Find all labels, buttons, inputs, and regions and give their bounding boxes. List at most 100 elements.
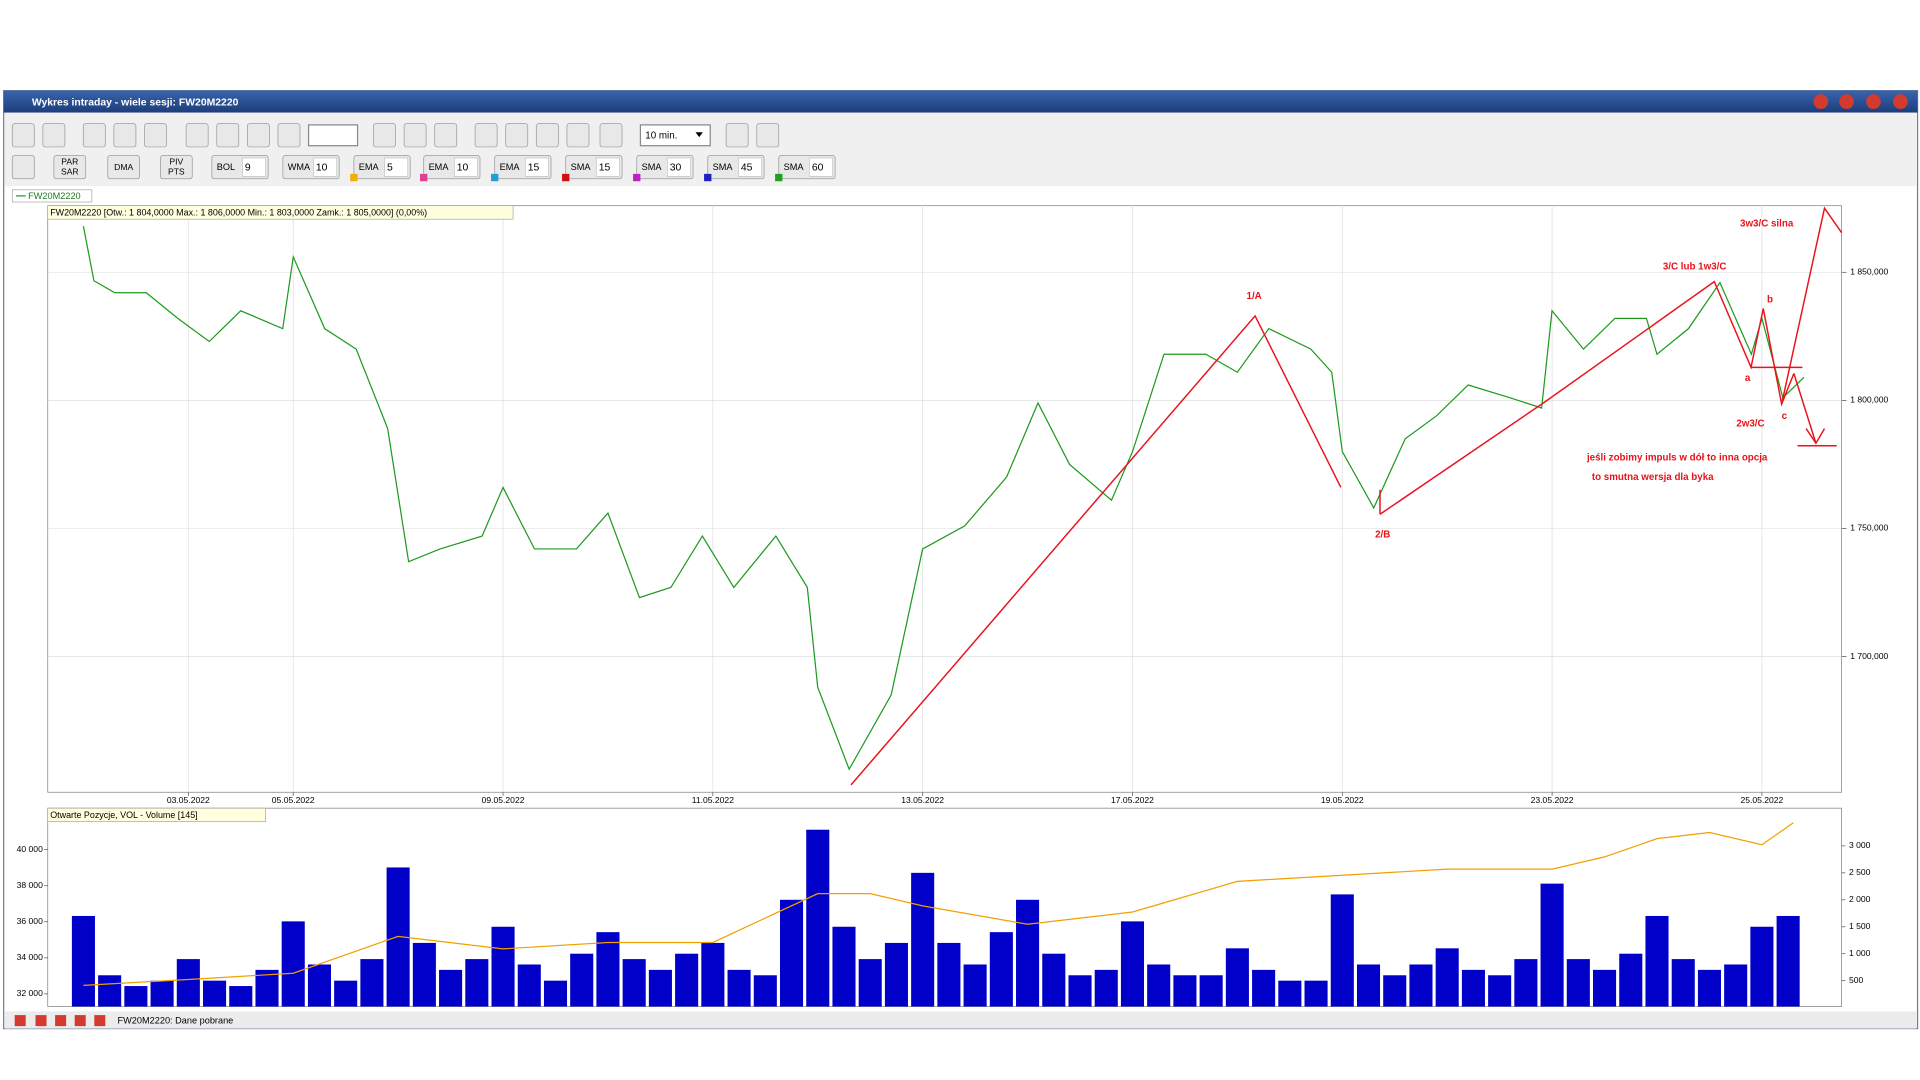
volume-bar: [1593, 969, 1617, 1007]
edit-button[interactable]: [756, 123, 780, 148]
volume-bar: [937, 942, 961, 1007]
info-box: [47, 205, 514, 220]
tool-button[interactable]: [82, 123, 106, 148]
indicator-value: 60: [812, 163, 824, 174]
wave-labels: 1/A 2/B 3/C lub 1w3/C 3w3/C silna a b c …: [1247, 219, 1794, 541]
indicator-name: SMA: [642, 162, 663, 172]
volume-bar: [124, 986, 148, 1007]
save-button[interactable]: [42, 123, 66, 148]
wave-line: [850, 314, 1342, 786]
volume-bar: [675, 953, 699, 1007]
y-tick-label: 1 700,000: [1850, 651, 1888, 661]
volume-bar: [176, 959, 200, 1007]
chart-button[interactable]: [11, 155, 35, 180]
line-button[interactable]: [373, 123, 396, 148]
lin-button[interactable]: [566, 123, 590, 148]
indicator-name: WMA: [288, 162, 311, 172]
log-button[interactable]: [474, 123, 498, 148]
indicator-color: [704, 173, 712, 182]
dropdown-arrow: [695, 132, 703, 138]
indicator-value-box: [809, 157, 833, 177]
volume-bar: [1094, 969, 1118, 1007]
zoom-out-button[interactable]: [246, 123, 270, 148]
status-icon[interactable]: [74, 1015, 86, 1027]
indicator-button[interactable]: [53, 155, 87, 180]
window-controls[interactable]: [1813, 94, 1908, 109]
arrow-up: [1780, 206, 1843, 405]
legend-tag: [11, 189, 93, 203]
status-icon[interactable]: [14, 1015, 26, 1027]
back-button[interactable]: [185, 123, 209, 148]
volume-bar: [622, 959, 646, 1007]
button-label: SAR: [61, 166, 79, 176]
log-button[interactable]: [505, 123, 529, 148]
percent-button[interactable]: [599, 123, 623, 148]
zoom-in-button[interactable]: [216, 123, 240, 148]
settings-button[interactable]: [1813, 94, 1829, 109]
volume-bar: [1461, 969, 1485, 1007]
y2-tick-label: 500: [1849, 975, 1864, 985]
indicator-color: [420, 173, 428, 182]
volume-bar: [1383, 975, 1407, 1007]
bar-button[interactable]: [403, 123, 427, 148]
indicator-value-box: [384, 157, 409, 177]
indicator-value: 15: [528, 163, 540, 174]
volume-bar: [753, 975, 777, 1007]
indicator-value-box: [596, 157, 620, 177]
color-button[interactable]: [725, 123, 749, 148]
indicator-value-box: [242, 157, 267, 177]
maximize-button[interactable]: [1866, 94, 1881, 109]
minimize-button[interactable]: [1839, 94, 1854, 109]
volume-bar: [1697, 969, 1721, 1007]
volume-bar: [858, 959, 882, 1007]
forward-button[interactable]: [277, 123, 301, 148]
volume-bar: [570, 953, 594, 1007]
y-tick-label: 34 000: [17, 952, 43, 962]
volume-bar: [1540, 883, 1564, 1007]
x-tick-label: 03.05.2022: [167, 795, 210, 805]
indicator-value: 15: [599, 163, 611, 174]
volume-bar: [806, 829, 830, 1007]
lin-button[interactable]: [535, 123, 559, 148]
volume-bar: [1173, 975, 1197, 1007]
annotation: c: [1782, 411, 1788, 422]
indicator-color: [633, 173, 641, 182]
interval-value: 10 min.: [645, 131, 677, 142]
close-button[interactable]: [1893, 94, 1908, 109]
indicator-value: 10: [316, 163, 328, 174]
indicator-name: SMA: [784, 162, 805, 172]
status-icon[interactable]: [35, 1015, 47, 1027]
dropdown[interactable]: [307, 124, 359, 147]
indicator-value: 9: [245, 163, 251, 174]
volume-bar: [911, 872, 935, 1007]
interval-select[interactable]: [639, 124, 711, 147]
volume-bar: [1016, 899, 1040, 1007]
indicator-value: 10: [457, 163, 469, 174]
volume-bar: [596, 932, 620, 1007]
volume-bar: [229, 986, 253, 1007]
volume-bar: [203, 980, 227, 1007]
annotation: 1/A: [1247, 291, 1262, 302]
indicator-value: 5: [387, 163, 393, 174]
status-icon[interactable]: [94, 1015, 106, 1027]
refresh-button[interactable]: [144, 123, 167, 148]
status-icon[interactable]: [55, 1015, 67, 1027]
indicator-button[interactable]: [107, 155, 140, 180]
annotation: 3w3/C silna: [1740, 219, 1794, 230]
indicator-name: EMA: [429, 162, 450, 172]
annotation: 2/B: [1375, 530, 1390, 541]
annotation: jeśli zobimy impuls w dół to inna opcja: [1586, 453, 1768, 464]
legend-label: FW20M2220: [28, 191, 81, 201]
button-label: PTS: [168, 166, 185, 176]
open-button[interactable]: [11, 123, 35, 148]
volume-bar: [307, 964, 331, 1007]
candle-button[interactable]: [434, 123, 458, 148]
volume-bar: [884, 942, 908, 1007]
volume-bar: [1435, 948, 1459, 1007]
volume-bar: [1068, 975, 1092, 1007]
tool-button[interactable]: [113, 123, 137, 148]
indicator-button[interactable]: [160, 155, 193, 180]
volume-bar: [1514, 959, 1538, 1007]
volume-bar: [1042, 953, 1066, 1007]
